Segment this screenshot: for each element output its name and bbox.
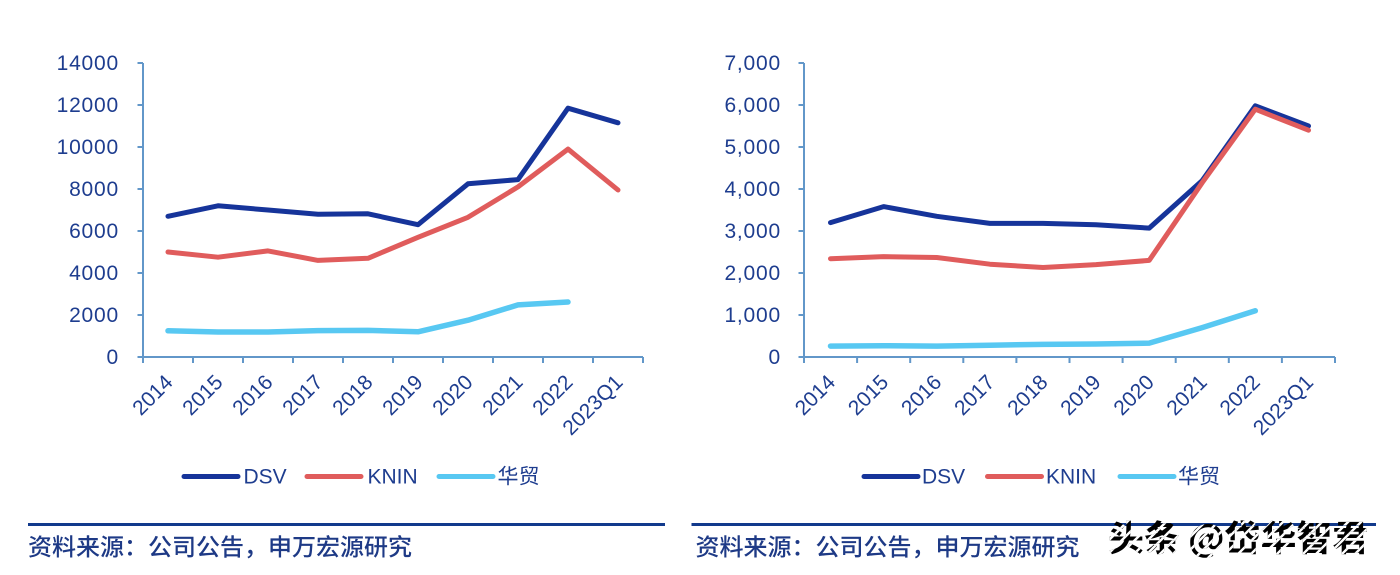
svg-text:2,000: 2,000 xyxy=(724,262,781,285)
svg-text:8000: 8000 xyxy=(69,178,119,201)
svg-text:12000: 12000 xyxy=(57,94,119,117)
svg-text:14000: 14000 xyxy=(57,52,119,75)
svg-text:2000: 2000 xyxy=(69,304,119,327)
svg-text:5,000: 5,000 xyxy=(724,136,781,159)
svg-text:0: 0 xyxy=(769,346,781,369)
svg-text:0: 0 xyxy=(107,346,119,369)
svg-text:6000: 6000 xyxy=(69,220,119,243)
svg-text:6,000: 6,000 xyxy=(724,94,781,117)
svg-text:3,000: 3,000 xyxy=(724,220,781,243)
svg-text:10000: 10000 xyxy=(57,136,119,159)
svg-text:KNIN: KNIN xyxy=(368,466,418,489)
svg-text:DSV: DSV xyxy=(244,466,287,489)
svg-text:DSV: DSV xyxy=(922,466,965,489)
svg-text:4000: 4000 xyxy=(69,262,119,285)
svg-text:KNIN: KNIN xyxy=(1046,466,1096,489)
svg-text:7,000: 7,000 xyxy=(724,52,781,75)
svg-text:1,000: 1,000 xyxy=(724,304,781,327)
svg-text:4,000: 4,000 xyxy=(724,178,781,201)
